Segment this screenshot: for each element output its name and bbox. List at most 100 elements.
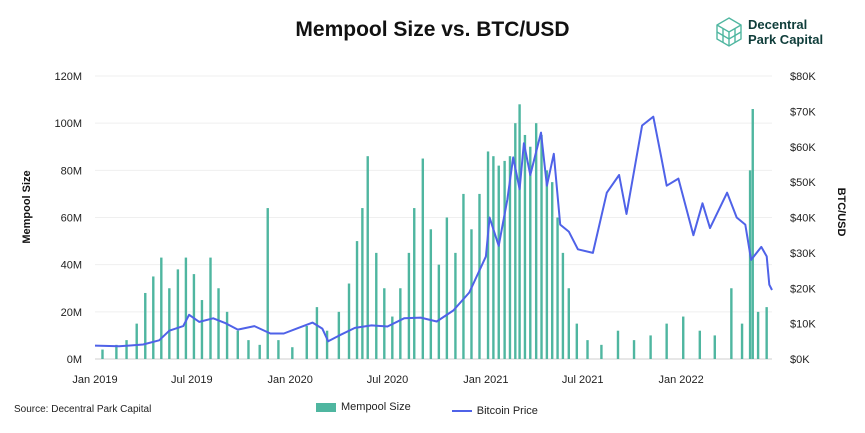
logo: Decentral Park Capital: [716, 15, 856, 55]
y-right-tick-label: $80K: [790, 71, 816, 83]
x-axis-ticks: Jan 2019 Jul 2019 Jan 2020 Jul 2020 Jan 2021…: [72, 374, 703, 386]
mempool-bar: [751, 109, 754, 360]
mempool-bar: [391, 316, 394, 359]
mempool-bar: [523, 134, 527, 359]
mempool-bar: [192, 274, 196, 359]
mempool-bar: [756, 311, 760, 359]
mempool-bar: [168, 288, 171, 359]
chart-title: Mempool Size vs. BTC/USD: [295, 18, 570, 41]
mempool-bar: [413, 208, 416, 359]
mempool-bar: [497, 165, 500, 359]
mempool-bar: [160, 257, 163, 359]
y-right-tick-label: $0K: [790, 354, 810, 366]
mempool-bar: [682, 316, 685, 359]
mempool-bar: [429, 229, 433, 359]
mempool-bars: [101, 104, 768, 360]
mempool-bar: [529, 146, 532, 359]
mempool-bar: [375, 252, 378, 359]
y-right-tick-label: $50K: [790, 177, 816, 189]
mempool-bar: [115, 344, 118, 359]
mempool-bar: [616, 330, 620, 359]
logo-cube-icon: [716, 17, 742, 47]
x-tick-label: Jul 2021: [562, 374, 604, 386]
mempool-bar: [518, 104, 521, 359]
x-tick-label: Jul 2020: [367, 374, 409, 386]
mempool-bar: [545, 170, 549, 359]
mempool-bar: [765, 307, 768, 359]
x-tick-label: Jan 2021: [463, 374, 508, 386]
mempool-bar: [730, 288, 733, 359]
y-axis-right-title: BTC/USD: [835, 188, 847, 237]
mempool-bar: [437, 264, 441, 359]
source-note: Source: Decentral Park Capital: [14, 404, 152, 415]
mempool-bar: [258, 344, 261, 359]
mempool-bar: [486, 151, 490, 359]
mempool-bar: [383, 288, 386, 359]
mempool-bar: [176, 269, 180, 359]
mempool-bar: [551, 182, 554, 359]
mempool-bar: [478, 193, 481, 359]
mempool-bar: [399, 288, 402, 359]
mempool-bar: [144, 292, 147, 359]
mempool-bar: [200, 300, 204, 359]
mempool-bar: [135, 323, 138, 359]
mempool-bar: [567, 288, 570, 359]
mempool-bar: [514, 123, 517, 360]
y-left-tick-label: 120M: [54, 71, 82, 83]
mempool-bar: [347, 283, 351, 359]
mempool-bar: [366, 156, 369, 359]
y-right-tick-label: $70K: [790, 106, 816, 118]
mempool-bar: [665, 323, 668, 359]
mempool-bar: [740, 323, 744, 359]
y-left-tick-label: 80M: [61, 165, 82, 177]
btc-price-line: [94, 115, 773, 348]
mempool-bar: [508, 156, 512, 359]
x-tick-label: Jan 2022: [658, 374, 703, 386]
logo-line-1: Decentral: [748, 17, 808, 32]
legend-swatch-btc: [451, 409, 472, 412]
mempool-bar: [462, 193, 465, 359]
mempool-bar: [503, 160, 506, 359]
mempool-bar: [470, 229, 473, 359]
mempool-bar: [315, 307, 319, 359]
x-tick-label: Jul 2019: [171, 374, 213, 386]
mempool-bar: [125, 340, 128, 359]
mempool-bar: [291, 347, 294, 359]
mempool-bar: [556, 217, 559, 359]
gridlines: [95, 75, 772, 360]
mempool-bar: [325, 330, 329, 359]
x-tick-label: Jan 2019: [72, 374, 117, 386]
logo-line-2: Park Capital: [748, 32, 824, 47]
mempool-bar: [266, 208, 269, 359]
legend-label-mempool: Mempool Size: [341, 401, 411, 413]
y-left-tick-label: 40M: [61, 260, 82, 272]
y-left-tick-label: 20M: [61, 307, 82, 319]
mempool-bar: [575, 323, 579, 359]
y-left-tick-label: 60M: [61, 213, 82, 225]
legend-item-btc: Bitcoin Price: [451, 405, 538, 417]
btc-price-line-group: [94, 115, 773, 348]
mempool-bar: [361, 208, 364, 359]
legend-swatch-mempool: [316, 402, 336, 412]
y-right-tick-label: $40K: [790, 213, 816, 225]
mempool-bar: [209, 257, 212, 359]
y-right-tick-label: $10K: [790, 319, 816, 331]
mempool-bar: [534, 123, 538, 360]
y-left-tick-label: 100M: [54, 118, 82, 130]
logo-text: Decentral Park Capital: [748, 17, 823, 47]
mempool-bar: [355, 241, 359, 359]
mempool-bar: [407, 252, 411, 359]
mempool-bar: [540, 134, 543, 359]
mempool-bar: [713, 335, 716, 359]
mempool-bar: [184, 257, 188, 359]
mempool-bar: [600, 344, 603, 359]
mempool-bar: [152, 276, 155, 359]
y-right-tick-label: $60K: [790, 142, 816, 154]
mempool-bar: [632, 340, 636, 359]
mempool-bar: [277, 340, 280, 359]
mempool-bar: [698, 330, 702, 359]
mempool-bar: [421, 158, 425, 359]
legend: Mempool Size Bitcoin Price: [316, 401, 576, 417]
y-left-tick-label: 0M: [67, 354, 82, 366]
mempool-bar: [561, 252, 565, 359]
